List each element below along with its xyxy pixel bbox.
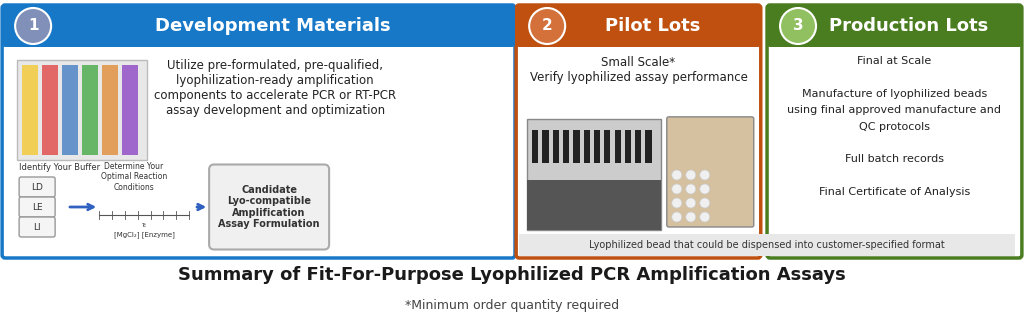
Circle shape	[699, 184, 710, 194]
Bar	[614, 130, 621, 163]
Bar	[527, 180, 660, 230]
Circle shape	[686, 212, 695, 222]
FancyBboxPatch shape	[209, 164, 329, 250]
Bar	[645, 130, 651, 163]
Text: Tc: Tc	[141, 223, 146, 228]
Bar	[5, 26, 512, 44]
Text: Utilize pre-formulated, pre-qualified,
lyophilization-ready amplification
compon: Utilize pre-formulated, pre-qualified, l…	[154, 59, 396, 117]
FancyBboxPatch shape	[767, 5, 1022, 258]
Text: Pilot Lots: Pilot Lots	[605, 17, 700, 35]
Text: Summary of Fit-For-Purpose Lyophilized PCR Amplification Assays: Summary of Fit-For-Purpose Lyophilized P…	[178, 266, 846, 284]
Bar	[594, 130, 600, 163]
Bar	[17, 60, 147, 160]
Bar	[584, 130, 590, 163]
Text: 1: 1	[28, 19, 38, 33]
Circle shape	[529, 8, 565, 44]
Text: *Minimum order quantity required: *Minimum order quantity required	[404, 299, 620, 312]
Circle shape	[672, 198, 682, 208]
Text: 2: 2	[542, 19, 553, 33]
Text: [MgCl₂] [Enzyme]: [MgCl₂] [Enzyme]	[114, 231, 174, 238]
Bar	[543, 130, 549, 163]
Bar	[42, 65, 58, 155]
Circle shape	[672, 184, 682, 194]
Text: Small Scale*
Verify lyophilized assay performance: Small Scale* Verify lyophilized assay pe…	[529, 56, 748, 84]
Bar	[23, 65, 38, 155]
Bar	[770, 26, 1019, 44]
Bar	[519, 26, 758, 44]
FancyBboxPatch shape	[667, 117, 754, 227]
Bar	[625, 130, 631, 163]
Text: Production Lots: Production Lots	[828, 17, 988, 35]
Text: Determine Your
Optimal Reaction
Conditions: Determine Your Optimal Reaction Conditio…	[101, 162, 167, 192]
Circle shape	[686, 198, 695, 208]
Circle shape	[686, 184, 695, 194]
Circle shape	[699, 198, 710, 208]
FancyBboxPatch shape	[516, 5, 761, 47]
Bar	[102, 65, 118, 155]
Text: Identify Your Buffer: Identify Your Buffer	[19, 163, 100, 171]
Bar	[122, 65, 138, 155]
Text: Lyophilized bead that could be dispensed into customer-specified format: Lyophilized bead that could be dispensed…	[589, 240, 945, 250]
Bar	[82, 65, 98, 155]
Circle shape	[672, 212, 682, 222]
Text: LI: LI	[34, 222, 41, 232]
Text: LD: LD	[31, 182, 43, 192]
Circle shape	[699, 170, 710, 180]
FancyBboxPatch shape	[19, 217, 55, 237]
Text: Final at Scale

Manufacture of lyophilized beads
using final approved manufactur: Final at Scale Manufacture of lyophilize…	[787, 56, 1001, 197]
Bar	[563, 130, 569, 163]
Circle shape	[699, 212, 710, 222]
Text: Development Materials: Development Materials	[155, 17, 390, 35]
Bar	[553, 130, 559, 163]
Text: LE: LE	[32, 202, 42, 212]
Bar	[519, 234, 1015, 256]
FancyBboxPatch shape	[2, 5, 515, 258]
Bar	[604, 130, 610, 163]
FancyBboxPatch shape	[767, 5, 1022, 47]
Circle shape	[780, 8, 816, 44]
Text: Candidate
Lyo-compatible
Amplification
Assay Formulation: Candidate Lyo-compatible Amplification A…	[218, 185, 319, 230]
Bar	[527, 119, 660, 230]
Text: 3: 3	[793, 19, 804, 33]
Bar	[62, 65, 78, 155]
Circle shape	[672, 170, 682, 180]
FancyBboxPatch shape	[516, 5, 761, 258]
Circle shape	[686, 170, 695, 180]
Circle shape	[15, 8, 51, 44]
FancyBboxPatch shape	[19, 177, 55, 197]
FancyBboxPatch shape	[19, 197, 55, 217]
Bar	[532, 130, 539, 163]
Bar	[635, 130, 641, 163]
Bar	[573, 130, 580, 163]
FancyBboxPatch shape	[2, 5, 515, 47]
